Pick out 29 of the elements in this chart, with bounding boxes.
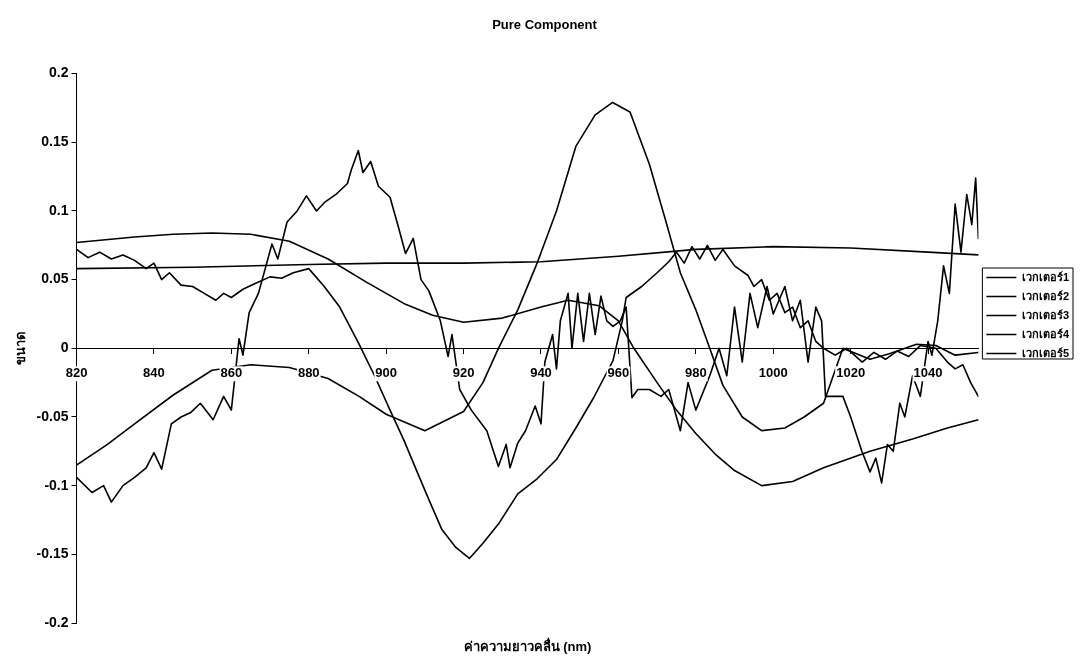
legend-label: เวกเตอร์2 [1021,289,1070,302]
legend-label: เวกเตอร์3 [1021,308,1070,321]
y-axis-title: ขนาด [13,331,29,365]
x-tick-label: 820 [65,365,88,381]
y-tick-label: 0.05 [41,270,69,287]
y-tick-label: -0.2 [44,613,69,630]
chart-title: Pure Component [492,17,598,33]
y-tick-label: -0.1 [44,476,69,493]
x-tick-label: 880 [297,365,320,381]
y-tick-label: 0.1 [49,201,69,218]
legend-label: เวกเตอร์5 [1021,346,1070,359]
x-tick-label: 940 [530,365,552,381]
x-tick-label: 920 [452,365,475,381]
y-tick-label: -0.15 [36,545,69,562]
x-tick-label: 1020 [836,365,866,381]
y-tick-label: 0.15 [41,133,69,150]
y-tick-label: -0.05 [36,407,69,424]
x-tick-label: 1000 [758,365,788,381]
x-tick-label: 1040 [913,365,943,381]
x-tick-label: 840 [143,365,165,381]
legend-label: เวกเตอร์4 [1021,327,1070,340]
x-axis-title: ค่าความยาวคลื่น (nm) [463,636,592,654]
x-tick-label: 960 [607,365,630,381]
y-tick-label: 0.2 [49,64,69,81]
legend-label: เวกเตอร์1 [1021,270,1070,283]
y-tick-label: 0 [60,339,69,356]
x-tick-label: 900 [375,365,398,381]
x-tick-label: 980 [684,365,707,381]
x-tick-label: 860 [220,365,243,381]
